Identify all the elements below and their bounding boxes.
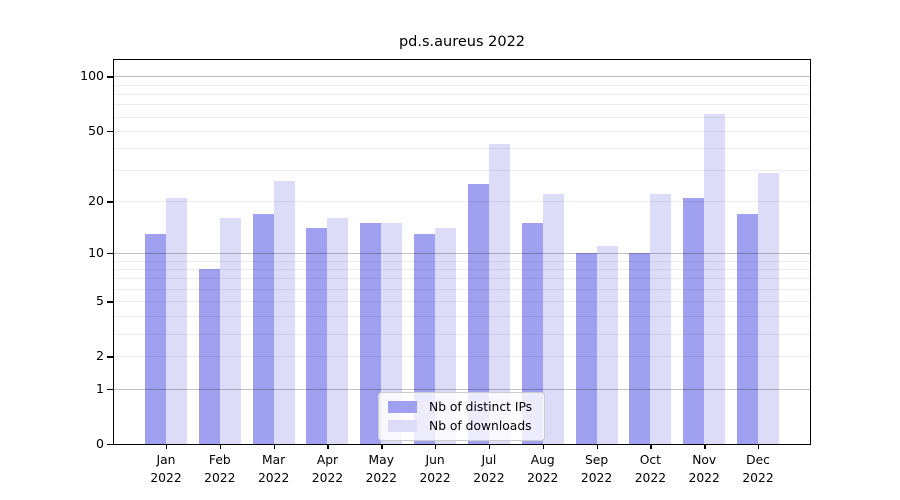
x-tick-label: Nov 2022 [688, 453, 720, 486]
bar-distinct-ips-dec [737, 213, 759, 444]
y-tick-mark [107, 130, 114, 133]
y-tick-label: 100 [80, 68, 104, 84]
bar-distinct-ips-apr [306, 228, 328, 444]
gridline-minor [114, 116, 810, 118]
bar-distinct-ips-mar [252, 213, 274, 444]
x-tick-mark [381, 444, 383, 449]
bar-downloads-jun [435, 228, 457, 444]
gridline-minor [114, 84, 810, 86]
bar-downloads-nov [704, 113, 726, 444]
y-tick-mark [107, 76, 114, 78]
x-tick-label: Apr 2022 [311, 453, 344, 486]
bar-distinct-ips-jul [467, 184, 489, 444]
x-tick-label: May 2022 [365, 453, 397, 486]
y-tick-label: 50 [88, 122, 104, 138]
bar-distinct-ips-sep [575, 252, 597, 444]
legend: Nb of distinct IPs Nb of downloads [378, 392, 546, 441]
gridline-minor [114, 288, 810, 290]
x-tick-label: Feb 2022 [204, 453, 236, 486]
gridline-major [114, 76, 810, 78]
bar-downloads-may [381, 223, 403, 444]
y-tick-label: 10 [88, 244, 104, 260]
x-tick-label: Jan 2022 [150, 453, 182, 486]
y-tick-mark [107, 201, 114, 203]
x-tick-label: Mar 2022 [257, 453, 290, 486]
y-tick-label: 20 [88, 193, 104, 209]
y-tick-mark [107, 388, 114, 391]
bar-downloads-mar [273, 181, 295, 444]
x-tick-mark [488, 444, 491, 449]
x-tick-mark [435, 444, 437, 449]
x-tick-mark [327, 444, 329, 449]
gridline-major [114, 388, 810, 390]
bar-distinct-ips-jan [145, 233, 166, 444]
y-tick-mark [107, 252, 114, 255]
legend-label-distinct-ips: Nb of distinct IPs [429, 400, 533, 414]
gridline-minor [114, 201, 810, 203]
x-tick-mark [166, 444, 168, 449]
x-tick-mark [219, 444, 222, 449]
gridline-major [114, 252, 810, 254]
gridline-minor [114, 148, 810, 150]
x-tick-mark [758, 444, 760, 449]
gridline-minor [114, 356, 810, 358]
bar-distinct-ips-oct [629, 252, 651, 444]
gridline-minor [114, 268, 810, 270]
bar-downloads-dec [758, 173, 780, 444]
x-tick-label: Aug 2022 [527, 453, 559, 486]
gridline-minor [114, 315, 810, 317]
gridline-minor [114, 93, 810, 95]
gridline-minor [114, 170, 810, 172]
gridline-minor [114, 333, 810, 335]
bar-distinct-ips-may [360, 223, 382, 444]
bar-distinct-ips-jun [414, 233, 436, 444]
x-tick-mark [704, 444, 706, 449]
x-tick-mark [542, 444, 545, 449]
bar-distinct-ips-nov [683, 197, 705, 444]
bar-distinct-ips-feb [198, 268, 220, 444]
gridline-minor [114, 104, 810, 106]
x-tick-label: Jun 2022 [419, 453, 451, 486]
legend-item-distinct-ips: Nb of distinct IPs [388, 400, 532, 414]
y-tick-label: 1 [96, 380, 104, 396]
gridline-minor [114, 260, 810, 262]
y-tick-label: 5 [96, 293, 104, 309]
x-tick-label: Jul 2022 [473, 453, 505, 486]
gridline-minor [114, 130, 810, 132]
x-tick-mark [650, 444, 652, 449]
y-tick-mark [107, 444, 114, 446]
y-tick-label: 0 [96, 436, 104, 451]
bar-downloads-jul [488, 144, 510, 444]
bar-downloads-feb [219, 218, 241, 444]
x-tick-mark [596, 444, 598, 449]
gridline-minor [114, 301, 810, 303]
bar-distinct-ips-aug [521, 223, 543, 444]
legend-swatch-distinct-ips-icon [388, 401, 417, 413]
y-tick-mark [107, 356, 114, 358]
bar-downloads-aug [542, 194, 564, 444]
bar-downloads-sep [596, 246, 618, 444]
bar-downloads-oct [650, 194, 672, 444]
x-tick-label: Dec 2022 [742, 453, 774, 486]
x-tick-label: Sep 2022 [580, 453, 613, 486]
y-tick-mark [107, 301, 114, 303]
x-tick-label: Oct 2022 [634, 453, 667, 486]
y-tick-label: 2 [96, 348, 104, 364]
legend-swatch-downloads-icon [388, 420, 417, 432]
x-tick-mark [273, 444, 276, 449]
gridline-minor [114, 278, 810, 280]
legend-item-downloads: Nb of downloads [388, 419, 532, 433]
bar-downloads-jan [166, 197, 187, 444]
legend-label-downloads: Nb of downloads [429, 419, 532, 433]
bar-downloads-apr [327, 218, 349, 444]
chart-title: pd.s.aureus 2022 [398, 34, 526, 50]
